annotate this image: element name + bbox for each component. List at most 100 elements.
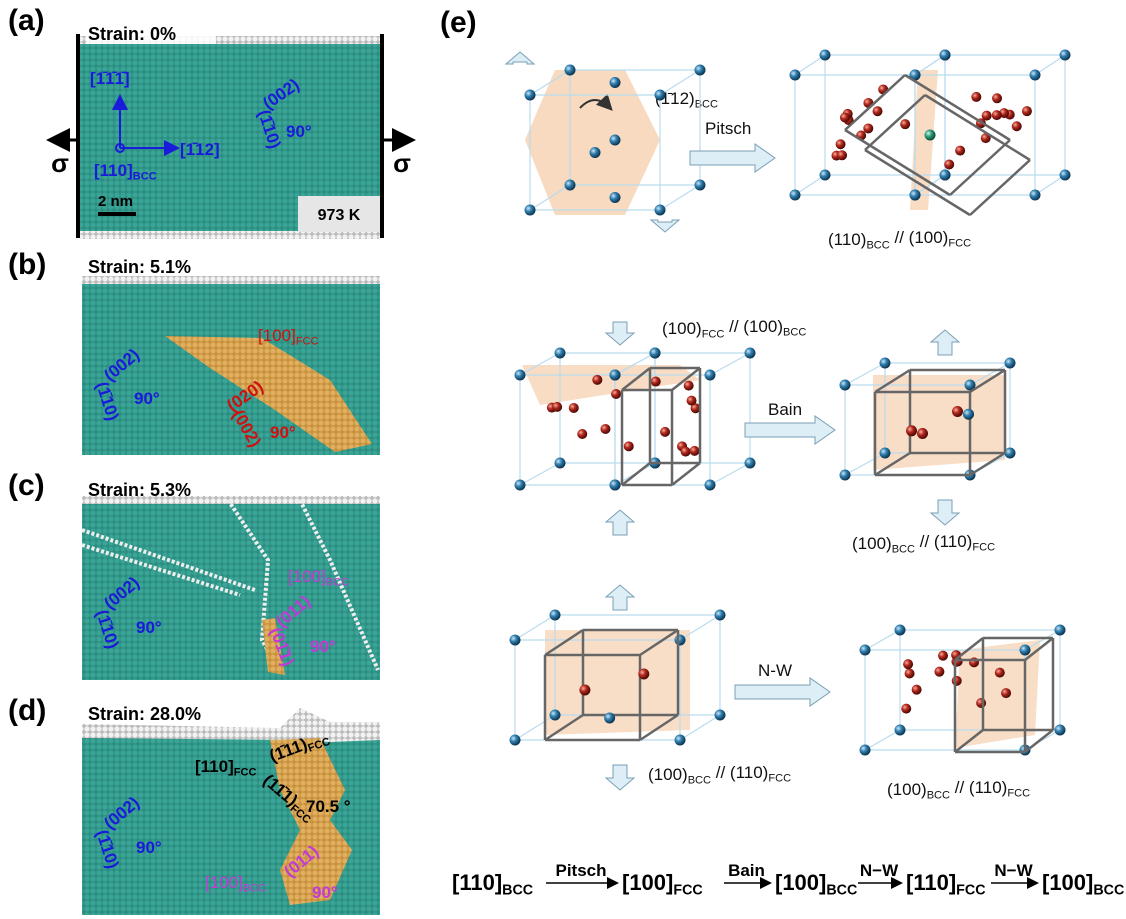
atom bbox=[579, 685, 590, 696]
atom bbox=[901, 704, 911, 714]
panel-letter: (b) bbox=[8, 248, 46, 281]
atom bbox=[610, 77, 621, 88]
atom bbox=[1012, 121, 1022, 131]
angle-label: 90° bbox=[270, 423, 296, 442]
atom bbox=[550, 710, 561, 721]
atom bbox=[903, 659, 913, 669]
atom bbox=[610, 370, 621, 381]
cell-edge bbox=[710, 463, 750, 485]
atom bbox=[638, 669, 649, 680]
atom bbox=[577, 429, 587, 439]
relation-label: (110)BCC // (100)FCC bbox=[828, 228, 971, 251]
atom bbox=[715, 610, 726, 621]
relation-label: (100)BCC // (110)FCC bbox=[887, 778, 1030, 801]
sequence-step: Pitsch bbox=[555, 861, 606, 880]
atom bbox=[705, 480, 716, 491]
atom bbox=[565, 65, 576, 76]
atom bbox=[745, 348, 756, 359]
label-part: [110] bbox=[906, 870, 956, 895]
atom bbox=[1020, 645, 1031, 656]
atom bbox=[917, 428, 928, 439]
atom bbox=[863, 123, 873, 133]
subscript: BCC bbox=[243, 882, 266, 894]
process-arrow bbox=[931, 330, 959, 355]
atom bbox=[1030, 70, 1041, 81]
cell-edge bbox=[865, 630, 900, 650]
atom bbox=[952, 676, 962, 686]
atom bbox=[687, 396, 697, 406]
sequence-step: N−W bbox=[994, 861, 1033, 880]
transformation-sequence: [110]BCCPitsch[100]FCCBain[100]BCCN−W[11… bbox=[452, 861, 1124, 898]
atom bbox=[880, 448, 891, 459]
label-part: // (110) bbox=[950, 778, 1007, 797]
subscript: FCC bbox=[234, 766, 257, 778]
process-arrow bbox=[506, 52, 534, 64]
habit-plane bbox=[545, 630, 690, 735]
strain-label: Strain: 28.0% bbox=[88, 704, 201, 724]
cell-edge bbox=[660, 185, 700, 210]
label-part: [100] bbox=[258, 326, 296, 345]
atom bbox=[611, 389, 621, 399]
subscript: FCC bbox=[956, 882, 985, 898]
scale-bar-label: 2 nm bbox=[98, 193, 133, 210]
atom bbox=[837, 150, 847, 160]
angle-label: 90° bbox=[136, 838, 162, 857]
atom bbox=[955, 146, 965, 156]
label-part: // (100) bbox=[724, 317, 783, 336]
atom bbox=[555, 458, 566, 469]
cell-edge bbox=[672, 463, 700, 485]
subscript: FCC bbox=[768, 773, 791, 785]
stress-symbol: σ bbox=[393, 148, 411, 178]
atom bbox=[895, 725, 906, 736]
subscript: BCC bbox=[892, 543, 915, 555]
label-part: // (110) bbox=[915, 532, 972, 551]
process-arrow bbox=[931, 500, 959, 525]
label-part: [100] bbox=[622, 870, 673, 895]
atom bbox=[910, 190, 921, 201]
atom bbox=[510, 635, 521, 646]
label-part: [110] bbox=[452, 870, 502, 895]
atom bbox=[592, 375, 602, 385]
atom bbox=[550, 610, 561, 621]
subscript: BCC bbox=[695, 98, 718, 110]
atom bbox=[944, 159, 954, 169]
subscript: FCC bbox=[296, 335, 319, 347]
label-part: (100) bbox=[662, 319, 702, 338]
strain-label: Strain: 5.1% bbox=[88, 257, 191, 277]
angle-label: 90° bbox=[312, 883, 338, 902]
strain-label: Strain: 0% bbox=[88, 24, 176, 44]
label-part: [100] bbox=[1042, 870, 1093, 895]
atom bbox=[604, 713, 615, 724]
atom bbox=[600, 424, 610, 434]
label-part: (110) bbox=[828, 230, 866, 249]
label-part: [100] bbox=[775, 870, 826, 895]
process-arrow bbox=[690, 144, 775, 172]
surface bbox=[82, 276, 380, 284]
cell-edge bbox=[680, 615, 720, 640]
surface bbox=[80, 231, 380, 239]
label-part: // (110) bbox=[711, 763, 768, 782]
strain-label: Strain: 5.3% bbox=[88, 480, 191, 500]
label-part: [100] bbox=[288, 567, 326, 586]
atom bbox=[906, 425, 917, 436]
atom bbox=[510, 735, 521, 746]
figure: σ σ (a) Strain: 0% [1̄1̄1̄] [1̄12] [110]… bbox=[0, 0, 1126, 919]
atom bbox=[590, 147, 601, 158]
cell-edge bbox=[710, 353, 750, 375]
atom bbox=[963, 409, 974, 420]
atom bbox=[655, 205, 666, 216]
angle-label: 70.5 ° bbox=[306, 797, 351, 816]
atom bbox=[1060, 170, 1071, 181]
atom bbox=[820, 170, 831, 181]
sequence-phase: [110]FCC bbox=[906, 870, 986, 898]
direction-label: [1̄12] bbox=[180, 140, 220, 159]
subscript: BCC bbox=[502, 882, 533, 898]
subscript: BCC bbox=[133, 170, 157, 182]
atom bbox=[684, 381, 694, 391]
atom bbox=[1022, 106, 1032, 116]
relation-label: (100)BCC // (110)FCC bbox=[648, 763, 791, 786]
atom bbox=[934, 667, 944, 677]
atom bbox=[880, 358, 891, 369]
atom bbox=[1055, 725, 1066, 736]
atom bbox=[651, 377, 661, 387]
